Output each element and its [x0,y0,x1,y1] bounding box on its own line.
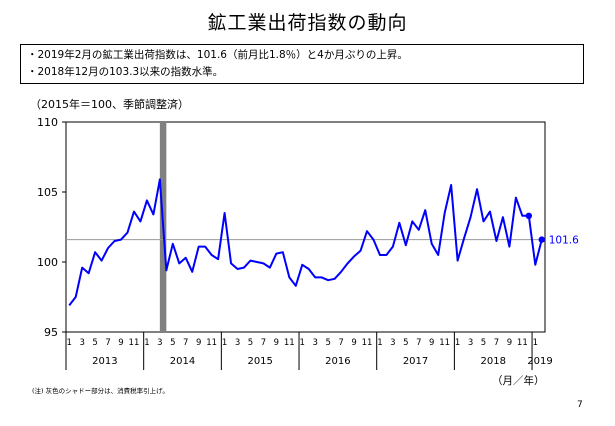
x-month-label: 1 [144,338,149,348]
x-month-label: 11 [284,338,295,348]
x-month-label: 7 [183,338,188,348]
x-month-label: 9 [118,338,123,348]
y-tick-label: 100 [37,256,58,269]
x-month-label: 9 [196,338,201,348]
summary-line-1: ・2019年2月の鉱工業出荷指数は、101.6（前月比1.8％）と4か月ぶりの上… [27,49,408,61]
x-month-label: 9 [507,338,512,348]
x-month-label: 9 [429,338,434,348]
x-axis-unit-label: （月／年） [492,375,545,387]
marked-point-2018-12 [525,212,533,219]
x-year-label: 2015 [247,356,272,367]
x-month-label: 11 [517,338,528,348]
x-month-label: 5 [481,338,486,348]
x-month-label: 11 [362,338,373,348]
x-month-label: 3 [390,338,395,348]
y-tick-label: 95 [44,326,58,339]
x-month-label: 1 [300,338,305,348]
plot-area-frame [65,121,546,333]
last-data-point [538,236,545,243]
series-line-shipment-index [68,178,543,307]
x-month-label: 7 [494,338,499,348]
y-tick-label: 105 [37,186,58,199]
x-month-label: 11 [206,338,217,348]
footnote: (注) 灰色のシャドー部分は、消費税率引上げ。 [32,387,169,395]
summary-line-2: ・2018年12月の103.3以来の指数水準。 [27,66,224,78]
y-tick-label: 110 [37,116,58,129]
page-title: 鉱工業出荷指数の動向 [207,12,408,34]
x-month-label: 5 [170,338,175,348]
x-month-label: 3 [312,338,317,348]
x-year-label: 2013 [92,356,117,367]
x-year-label: 2016 [325,356,350,367]
x-year-label: 2017 [403,356,428,367]
x-month-label: 3 [79,338,84,348]
x-month-label: 7 [416,338,421,348]
x-month-label: 5 [325,338,330,348]
x-month-label: 1 [455,338,460,348]
x-month-label: 1 [67,338,72,348]
x-month-label: 3 [468,338,473,348]
x-month-label: 5 [92,338,97,348]
x-year-label: 2019 [527,356,552,367]
x-month-label: 7 [105,338,110,348]
x-month-label: 9 [274,338,279,348]
summary-box: ・2019年2月の鉱工業出荷指数は、101.6（前月比1.8％）と4か月ぶりの上… [20,44,584,84]
last-value-label: 101.6 [549,235,579,247]
x-month-label: 5 [403,338,408,348]
x-month-label: 1 [377,338,382,348]
x-month-label: 1 [533,338,538,348]
x-month-label: 5 [248,338,253,348]
x-month-label: 7 [261,338,266,348]
page-number: 7 [577,400,583,410]
x-month-label: 11 [129,338,140,348]
x-month-label: 3 [235,338,240,348]
x-month-label: 3 [157,338,162,348]
x-year-label: 2018 [480,356,505,367]
base-note: （2015年＝100、季節調整済） [30,98,189,111]
x-month-label: 7 [338,338,343,348]
x-year-label: 2014 [170,356,195,367]
x-month-label: 1 [222,338,227,348]
x-month-label: 9 [351,338,356,348]
x-month-label: 11 [439,338,450,348]
